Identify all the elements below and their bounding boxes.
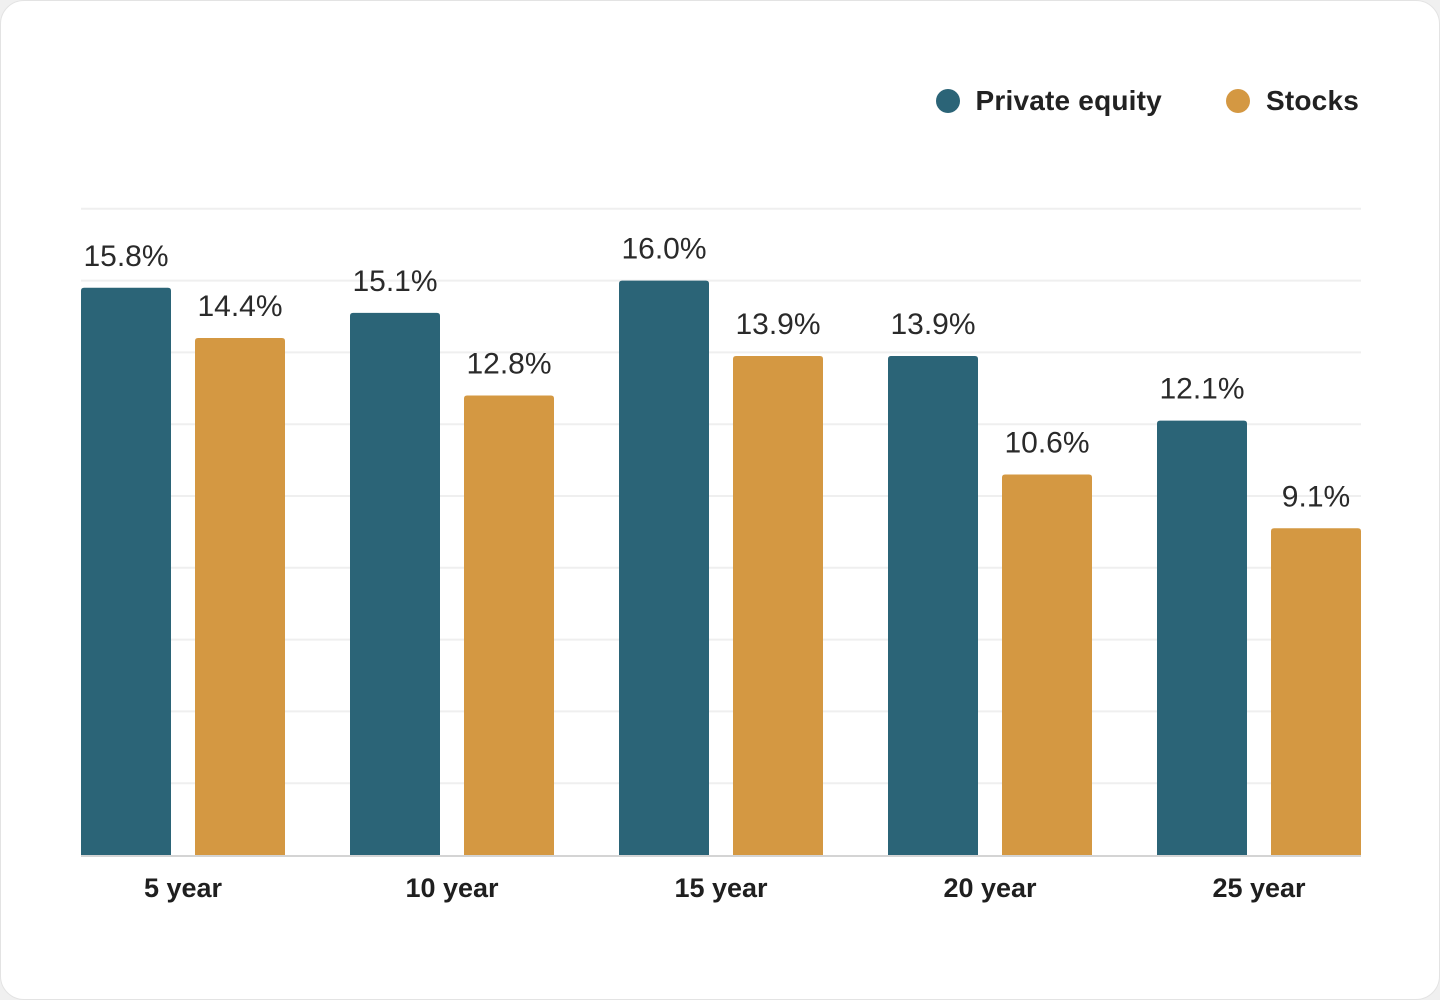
bar-private-equity <box>619 280 709 856</box>
data-label-stocks: 13.9% <box>735 308 820 341</box>
bar-stocks <box>195 338 285 855</box>
data-label-stocks: 10.6% <box>1004 426 1089 459</box>
legend-label-stocks: Stocks <box>1265 85 1359 116</box>
category-label: 10 year <box>405 873 499 903</box>
bar-private-equity <box>1157 420 1247 855</box>
data-label-private-equity: 12.1% <box>1159 373 1244 406</box>
data-label-stocks: 12.8% <box>466 347 551 380</box>
category-label: 5 year <box>144 873 223 903</box>
bar-stocks <box>1271 528 1361 855</box>
category-label: 15 year <box>674 873 768 903</box>
data-label-private-equity: 13.9% <box>890 308 975 341</box>
data-label-private-equity: 16.0% <box>621 233 706 266</box>
data-label-stocks: 14.4% <box>197 290 282 323</box>
data-label-stocks: 9.1% <box>1282 480 1350 513</box>
bar-private-equity <box>81 287 171 855</box>
category-label: 25 year <box>1212 873 1306 903</box>
data-label-private-equity: 15.1% <box>352 265 437 298</box>
legend-swatch-private-equity <box>935 89 960 113</box>
bar-private-equity <box>888 355 978 855</box>
bar-private-equity <box>350 312 440 855</box>
chart-legend: Private equity Stocks <box>935 85 1359 117</box>
category-label: 20 year <box>943 873 1037 903</box>
bar-stocks <box>464 395 554 855</box>
bar-stocks <box>733 355 823 855</box>
bar-stocks <box>1002 474 1092 855</box>
legend-swatch-stocks <box>1225 89 1250 113</box>
data-label-private-equity: 15.8% <box>83 240 168 273</box>
legend-item-private-equity: Private equity <box>935 85 1162 117</box>
legend-label-private-equity: Private equity <box>975 85 1162 116</box>
legend-item-stocks: Stocks <box>1225 85 1359 117</box>
